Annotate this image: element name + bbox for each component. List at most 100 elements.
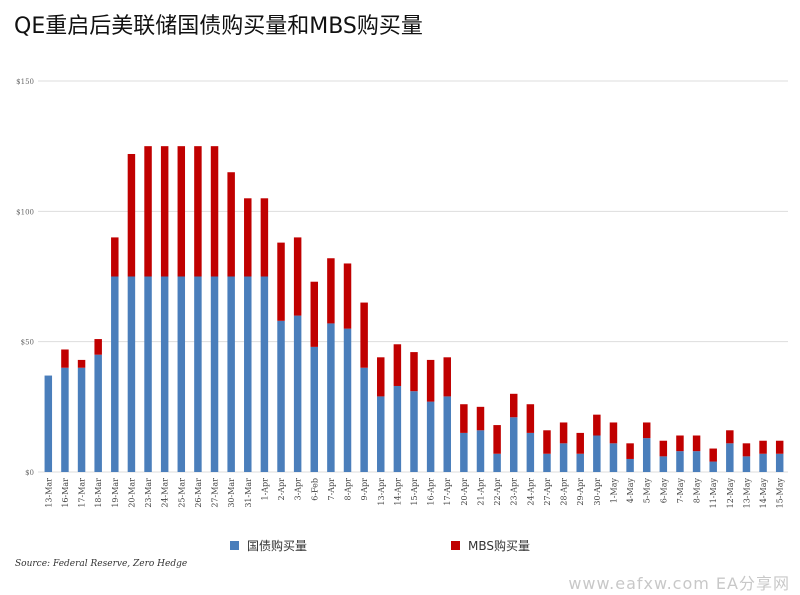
x-tick-label: 28-Apr bbox=[560, 478, 569, 506]
bar-mbs bbox=[692, 435, 701, 452]
x-tick-label: 23-Apr bbox=[510, 478, 519, 506]
bar-mbs bbox=[410, 352, 418, 392]
x-tick-label: 23-Mar bbox=[144, 478, 153, 508]
bar-mbs bbox=[144, 146, 152, 277]
bar-treasury bbox=[77, 367, 86, 472]
bar-treasury bbox=[343, 328, 352, 472]
legend-item-treasury: 国债购买量 bbox=[230, 537, 307, 554]
bar-treasury bbox=[144, 276, 152, 472]
bar-mbs bbox=[543, 430, 551, 454]
x-tick-label: 13-Apr bbox=[377, 478, 386, 506]
bar-treasury bbox=[493, 453, 501, 472]
bar-mbs bbox=[77, 359, 86, 368]
bar-mbs bbox=[61, 349, 69, 368]
bar-mbs bbox=[676, 435, 684, 452]
bar-treasury bbox=[426, 401, 435, 472]
bars bbox=[44, 146, 784, 472]
x-tick-label: 11-May bbox=[709, 478, 718, 509]
y-tick-label: $0 bbox=[25, 469, 34, 477]
bar-mbs bbox=[526, 404, 535, 433]
bar-mbs bbox=[476, 406, 485, 431]
legend-label-treasury: 国债购买量 bbox=[247, 539, 308, 553]
x-tick-label: 21-Apr bbox=[476, 478, 485, 506]
bar-treasury bbox=[593, 435, 601, 472]
x-tick-label: 13-May bbox=[742, 478, 751, 509]
watermark: www.eafxw.com EA分享网 bbox=[568, 574, 790, 593]
x-tick-label: 5-May bbox=[643, 478, 652, 504]
bar-mbs bbox=[227, 172, 235, 277]
bar-treasury bbox=[360, 367, 368, 472]
x-tick-label: 4-May bbox=[626, 478, 635, 504]
bar-mbs bbox=[111, 237, 119, 277]
y-tick-label: $150 bbox=[16, 78, 34, 86]
x-tick-label: 15-Apr bbox=[410, 478, 419, 506]
bar-mbs bbox=[293, 237, 302, 316]
bar-treasury bbox=[609, 443, 618, 472]
bar-treasury bbox=[177, 276, 186, 472]
bar-mbs bbox=[775, 440, 784, 454]
bar-mbs bbox=[426, 359, 435, 402]
bar-mbs bbox=[559, 422, 568, 444]
x-tick-label: 27-Mar bbox=[211, 478, 220, 508]
x-tick-label: 13-Mar bbox=[44, 478, 53, 508]
bar-mbs bbox=[177, 146, 186, 277]
legend-swatch-treasury bbox=[230, 541, 239, 550]
x-tick-label: 24-Apr bbox=[526, 478, 535, 506]
x-tick-label: 20-Apr bbox=[460, 478, 469, 506]
bar-treasury bbox=[410, 391, 418, 472]
source-note: Source: Federal Reserve, Zero Hedge bbox=[15, 559, 188, 569]
bar-treasury bbox=[443, 396, 451, 472]
x-tick-label: 17-Mar bbox=[78, 478, 87, 508]
x-tick-label: 12-May bbox=[726, 478, 735, 509]
bar-treasury bbox=[111, 276, 119, 472]
bar-mbs bbox=[443, 357, 451, 397]
y-tick-label: $100 bbox=[16, 208, 34, 216]
bar-mbs bbox=[509, 393, 518, 418]
legend-swatch-mbs bbox=[451, 541, 460, 550]
bar-mbs bbox=[194, 146, 202, 277]
x-tick-label: 17-Apr bbox=[443, 478, 452, 506]
bar-treasury bbox=[759, 453, 767, 472]
bar-treasury bbox=[94, 354, 102, 472]
bar-mbs bbox=[659, 440, 668, 457]
x-axis-ticks: 13-Mar 16-Mar 17-Mar 18-Mar 19-Mar 20-Mar 23-M… bbox=[44, 478, 784, 509]
bar-treasury bbox=[709, 461, 717, 472]
bar-treasury bbox=[476, 430, 485, 472]
bar-treasury bbox=[775, 453, 784, 472]
bar-treasury bbox=[742, 456, 751, 472]
x-tick-label: 29-Apr bbox=[576, 478, 585, 506]
bar-mbs bbox=[310, 281, 319, 347]
x-tick-label: 7-Apr bbox=[327, 478, 336, 501]
bar-treasury bbox=[310, 346, 319, 472]
x-tick-label: 30-Mar bbox=[227, 478, 236, 508]
legend-label-mbs: MBS购买量 bbox=[468, 539, 530, 553]
bar-mbs bbox=[127, 153, 136, 277]
bar-mbs bbox=[576, 432, 584, 454]
y-axis-ticks: $0 $50 $100 $150 bbox=[16, 78, 34, 477]
bar-mbs bbox=[642, 422, 651, 439]
x-tick-label: 6-Feb bbox=[310, 478, 319, 501]
x-tick-label: 20-Mar bbox=[127, 478, 136, 508]
bar-treasury bbox=[293, 315, 302, 472]
bar-treasury bbox=[659, 456, 668, 472]
x-tick-label: 25-Mar bbox=[177, 478, 186, 508]
bar-treasury bbox=[626, 458, 634, 472]
x-tick-label: 2-Apr bbox=[277, 478, 286, 501]
x-tick-label: 26-Mar bbox=[194, 478, 203, 508]
x-tick-label: 16-Apr bbox=[427, 478, 436, 506]
bar-mbs bbox=[94, 339, 102, 355]
x-tick-label: 24-Mar bbox=[161, 478, 170, 508]
bar-treasury bbox=[559, 443, 568, 472]
bar-mbs bbox=[377, 357, 385, 397]
x-tick-label: 18-Mar bbox=[94, 478, 103, 508]
x-tick-label: 14-May bbox=[759, 478, 768, 509]
x-tick-label: 8-May bbox=[693, 478, 702, 504]
bar-mbs bbox=[493, 425, 501, 454]
bar-treasury bbox=[692, 451, 701, 472]
bar-mbs bbox=[759, 440, 767, 454]
x-tick-label: 6-May bbox=[659, 478, 668, 504]
bar-mbs bbox=[393, 344, 402, 386]
bar-mbs bbox=[210, 146, 219, 277]
bar-treasury bbox=[726, 443, 734, 472]
